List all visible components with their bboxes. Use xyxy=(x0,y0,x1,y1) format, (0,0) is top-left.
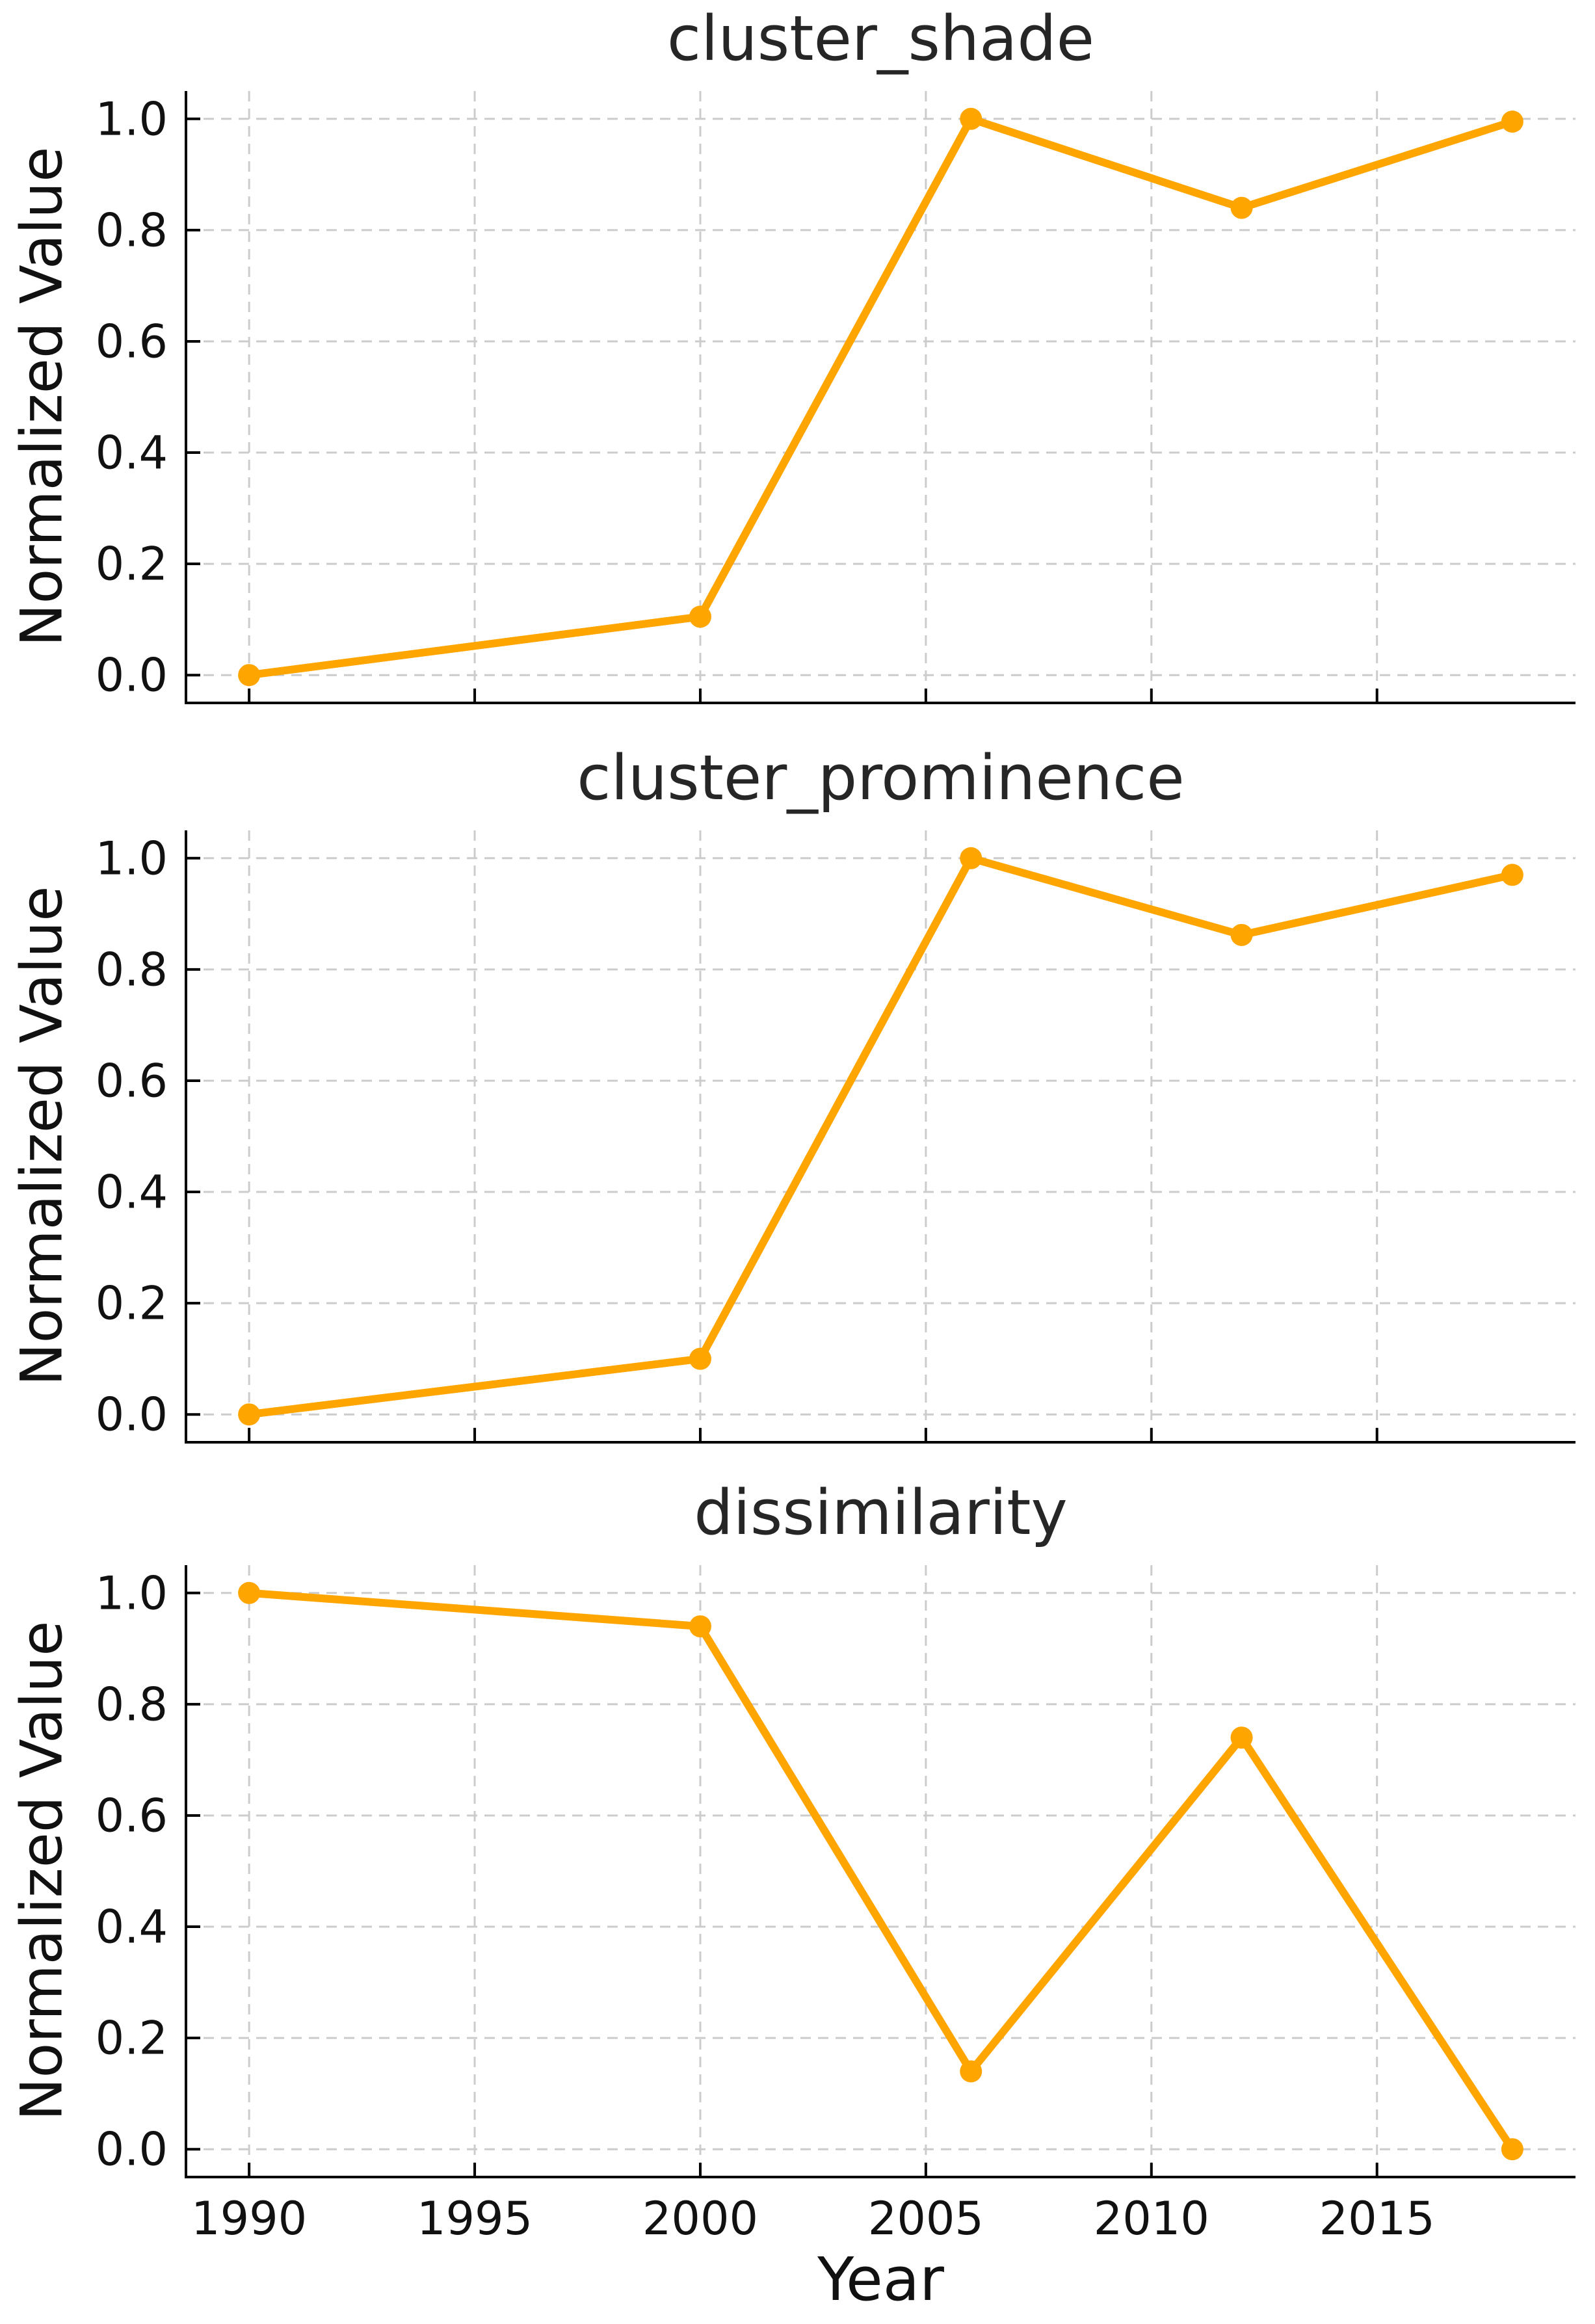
y-tick-label: 0.2 xyxy=(96,1277,168,1330)
x-tick-label: 2015 xyxy=(1319,2192,1435,2245)
data-point xyxy=(960,2060,982,2083)
chart-title-cluster-shade: cluster_shade xyxy=(666,3,1095,75)
y-tick-label: 0.4 xyxy=(96,1901,168,1954)
x-tick-label: 1995 xyxy=(417,2192,533,2245)
data-point xyxy=(238,664,261,687)
chart-title-cluster-prominence: cluster_prominence xyxy=(577,743,1185,814)
data-point xyxy=(238,1403,261,1426)
y-tick-label: 0.8 xyxy=(96,204,168,257)
data-point xyxy=(689,605,711,628)
data-point xyxy=(1501,864,1523,886)
x-tick-label: 2010 xyxy=(1094,2192,1209,2245)
data-point xyxy=(1501,111,1523,133)
data-point xyxy=(689,1615,711,1638)
x-axis-label-year: Year xyxy=(817,2245,944,2314)
data-point xyxy=(960,107,982,130)
y-tick-label: 0.8 xyxy=(96,1678,168,1731)
y-tick-label: 1.0 xyxy=(96,1566,168,1620)
data-point xyxy=(689,1347,711,1370)
y-tick-label: 1.0 xyxy=(96,832,168,885)
chart-title-dissimilarity: dissimilarity xyxy=(694,1477,1068,1549)
x-tick-label: 2000 xyxy=(642,2192,758,2245)
y-tick-label: 0.2 xyxy=(96,2012,168,2065)
data-point xyxy=(1230,1726,1253,1749)
y-tick-label: 0.2 xyxy=(96,538,168,591)
y-tick-label: 0.6 xyxy=(96,1789,168,1842)
y-tick-label: 0.4 xyxy=(96,427,168,480)
y-tick-label: 0.0 xyxy=(96,2123,168,2176)
data-point xyxy=(1230,923,1253,946)
y-tick-label: 0.0 xyxy=(96,1388,168,1442)
y-tick-label: 1.0 xyxy=(96,92,168,146)
y-tick-label: 0.4 xyxy=(96,1166,168,1219)
y-tick-label: 0.8 xyxy=(96,943,168,996)
y-tick-label: 0.0 xyxy=(96,649,168,702)
x-tick-label: 1990 xyxy=(191,2192,307,2245)
data-point xyxy=(1230,196,1253,219)
data-point xyxy=(238,1581,261,1604)
data-line xyxy=(245,1589,1516,2154)
y-tick-label: 0.6 xyxy=(96,1054,168,1107)
data-point xyxy=(960,847,982,869)
y-tick-label: 0.6 xyxy=(96,315,168,368)
data-point xyxy=(1501,2138,1523,2161)
x-tick-label: 2005 xyxy=(868,2192,984,2245)
